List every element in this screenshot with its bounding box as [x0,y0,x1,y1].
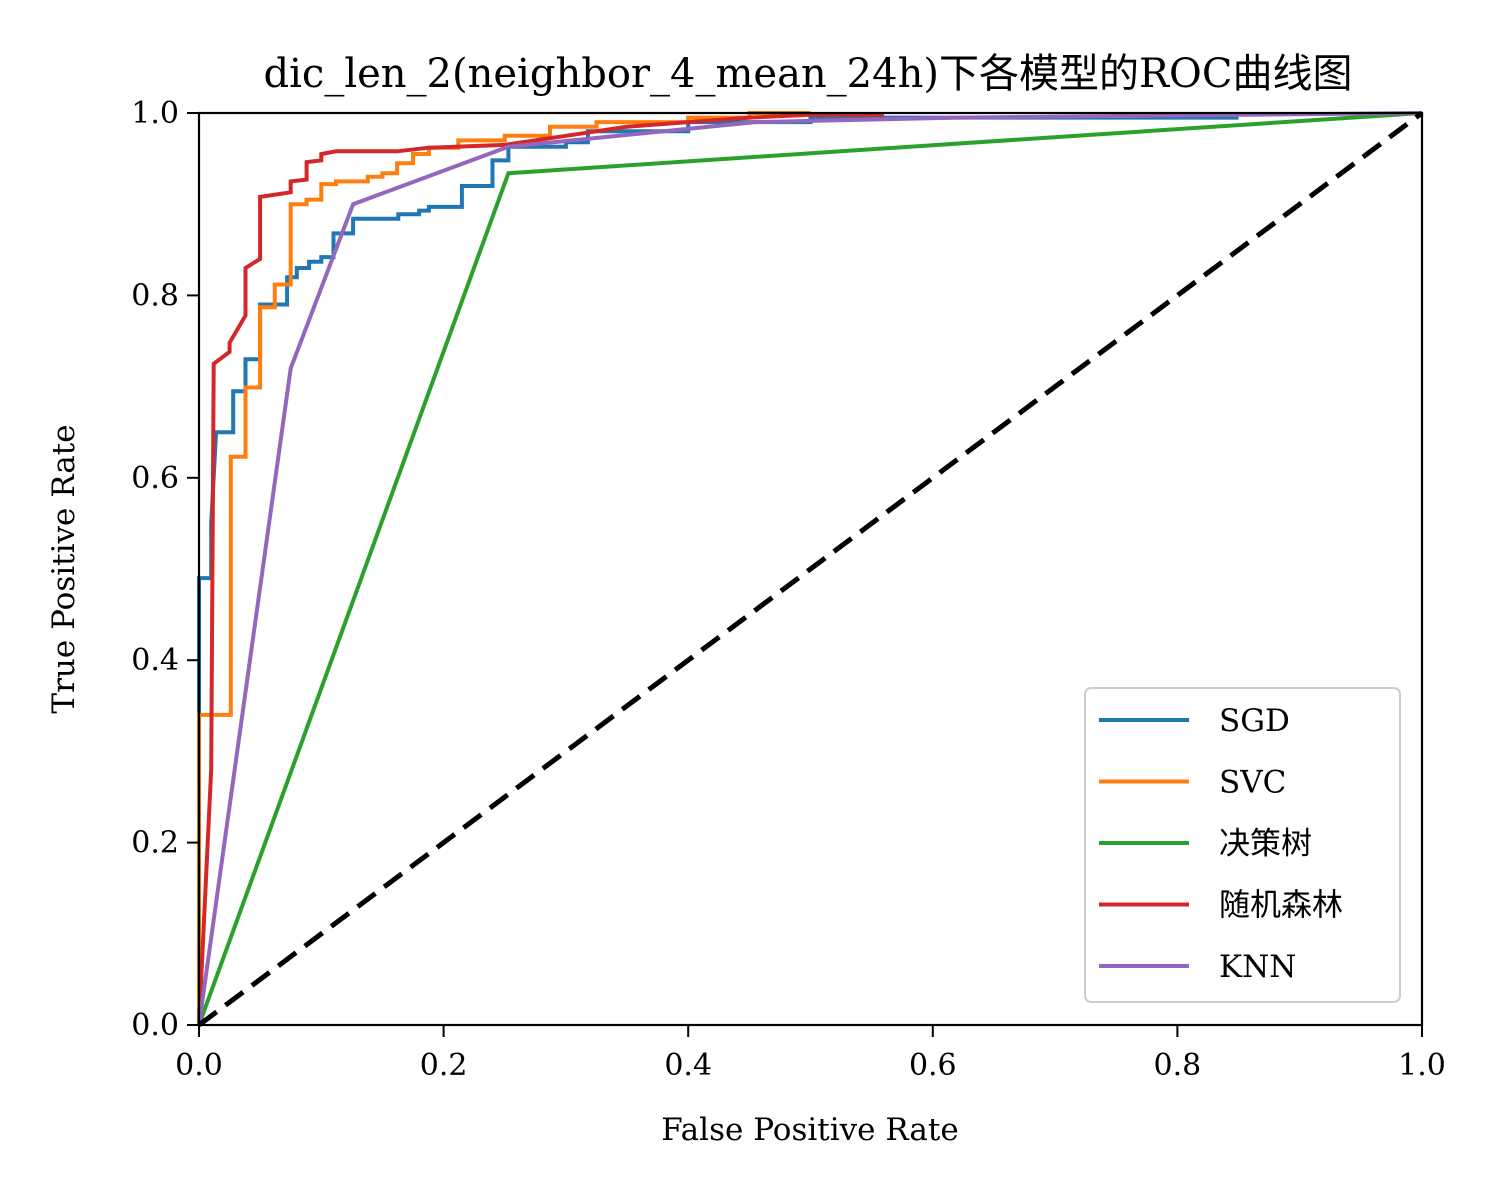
y-tick-label: 0.6 [131,461,179,496]
x-axis-label: False Positive Rate [661,1112,958,1148]
plot-frame [197,111,1424,1027]
x-tick-label: 0.0 [175,1048,223,1083]
y-tick-label: 1.0 [131,96,179,131]
x-tick-label: 0.2 [420,1048,468,1083]
y-tick-label: 0.8 [131,278,179,313]
reference-diagonal-line [197,110,1424,1028]
series-line-5 [197,111,1423,1026]
x-tick-label: 1.0 [1398,1048,1446,1083]
series-line-4 [197,112,884,1026]
plot-lines [197,110,1424,1028]
chart-title: dic_len_2(neighbor_4_mean_24h)下各模型的ROC曲线… [264,51,1353,97]
y-tick-label: 0.0 [131,1008,179,1043]
y-tick-label: 0.4 [131,643,179,678]
legend-label-3: 决策树 [1219,826,1312,862]
x-axis: 0.0 0.2 0.4 0.6 0.8 1.0 [175,1025,1446,1083]
y-axis-label: True Positive Rate [46,424,82,713]
x-tick-label: 0.8 [1154,1048,1202,1083]
legend-box [1084,687,1401,1003]
y-axis: 0.0 0.2 0.4 0.6 0.8 1.0 [131,96,199,1043]
y-tick-label: 0.2 [131,826,179,861]
legend-label-2: SVC [1219,765,1286,801]
legend-label-5: KNN [1219,949,1296,985]
x-tick-label: 0.4 [664,1048,712,1083]
legend-label-1: SGD [1219,703,1290,739]
series-line-1 [197,115,1239,1025]
x-tick-label: 0.6 [909,1048,957,1083]
series-line-2 [197,111,811,1025]
series-line-3 [197,111,1423,1026]
legend-label-4: 随机森林 [1219,888,1343,924]
